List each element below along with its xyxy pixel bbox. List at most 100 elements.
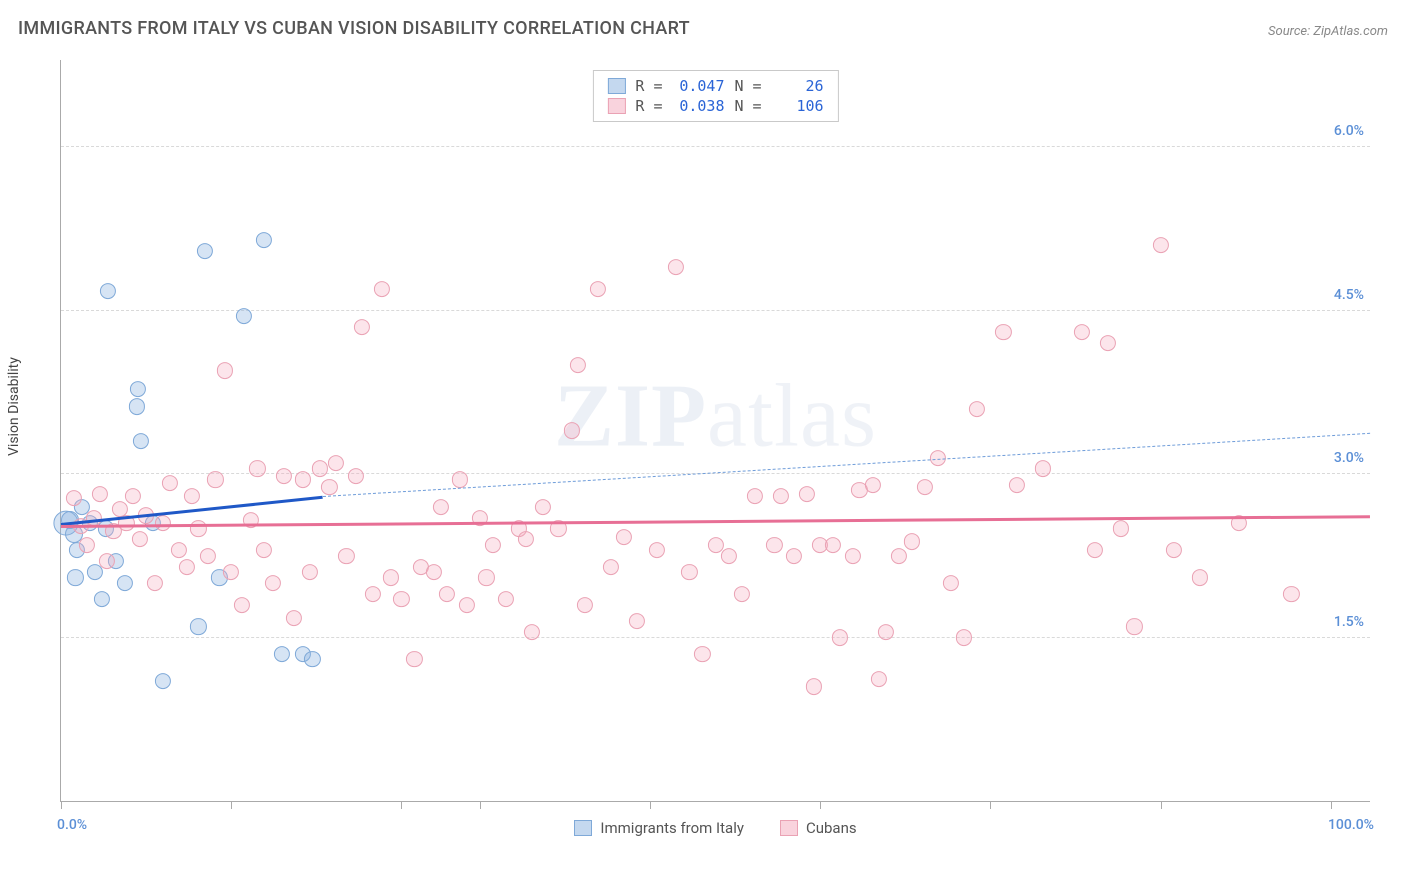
x-tick: [820, 801, 821, 809]
data-point: [917, 479, 933, 495]
y-axis-label: Vision Disability: [6, 357, 22, 456]
data-point: [825, 537, 841, 553]
data-point: [286, 610, 302, 626]
data-point: [117, 575, 133, 591]
data-point: [295, 471, 311, 487]
data-point: [393, 591, 409, 607]
data-point: [832, 629, 848, 645]
data-point: [1100, 335, 1116, 351]
data-point: [93, 591, 109, 607]
data-point: [184, 488, 200, 504]
data-point: [734, 586, 750, 602]
data-point: [364, 586, 380, 602]
data-point: [459, 597, 475, 613]
data-point: [265, 575, 281, 591]
data-point: [179, 559, 195, 575]
data-point: [498, 591, 514, 607]
data-point: [347, 468, 363, 484]
data-point: [694, 646, 710, 662]
x-tick: [1161, 801, 1162, 809]
data-point: [452, 471, 468, 487]
data-point: [1192, 570, 1208, 586]
data-point: [806, 679, 822, 695]
source-credit: Source: ZipAtlas.com: [1268, 24, 1388, 39]
data-point: [1166, 542, 1182, 558]
data-point: [577, 597, 593, 613]
chart-title: IMMIGRANTS FROM ITALY VS CUBAN VISION DI…: [18, 18, 690, 39]
data-point: [162, 475, 178, 491]
data-point: [1126, 619, 1142, 635]
data-point: [256, 232, 272, 248]
data-point: [354, 319, 370, 335]
legend-series: Immigrants from Italy Cubans: [61, 819, 1370, 837]
data-point: [845, 548, 861, 564]
y-tick-label: 1.5%: [1334, 614, 1364, 630]
data-point: [79, 537, 95, 553]
data-point: [891, 548, 907, 564]
x-max-label: 100.0%: [1328, 817, 1374, 833]
n-value: 106: [772, 97, 824, 115]
legend-item: Immigrants from Italy: [574, 819, 744, 837]
data-point: [200, 548, 216, 564]
data-point: [234, 597, 250, 613]
data-point: [236, 308, 252, 324]
data-point: [197, 243, 213, 259]
gridline: [61, 310, 1370, 311]
watermark: ZIPatlas: [554, 364, 877, 467]
data-point: [67, 570, 83, 586]
x-tick: [480, 801, 481, 809]
data-point: [535, 499, 551, 515]
data-point: [943, 575, 959, 591]
data-point: [217, 362, 233, 378]
legend-item: Cubans: [780, 819, 857, 837]
y-tick-label: 3.0%: [1334, 450, 1364, 466]
data-point: [878, 624, 894, 640]
gridline: [61, 146, 1370, 147]
data-point: [1074, 324, 1090, 340]
data-point: [374, 281, 390, 297]
data-point: [302, 564, 318, 580]
data-point: [590, 281, 606, 297]
data-point: [155, 515, 171, 531]
legend-swatch-icon: [607, 78, 625, 94]
legend-stat-row: R =0.038N =106: [607, 97, 823, 115]
data-point: [321, 479, 337, 495]
y-tick-label: 4.5%: [1334, 287, 1364, 303]
x-tick: [61, 801, 62, 809]
x-min-label: 0.0%: [57, 817, 87, 833]
r-label: R =: [635, 97, 662, 115]
data-point: [190, 520, 206, 536]
data-point: [171, 542, 187, 558]
data-point: [799, 486, 815, 502]
legend-swatch-icon: [780, 820, 798, 836]
data-point: [133, 433, 149, 449]
data-point: [485, 537, 501, 553]
data-point: [147, 575, 163, 591]
data-point: [312, 461, 328, 477]
x-tick: [401, 801, 402, 809]
legend-swatch-icon: [574, 820, 592, 836]
data-point: [681, 564, 697, 580]
data-point: [304, 651, 320, 667]
data-point: [338, 548, 354, 564]
r-label: R =: [635, 77, 662, 95]
data-point: [190, 619, 206, 635]
n-value: 26: [772, 77, 824, 95]
data-point: [864, 477, 880, 493]
x-tick: [650, 801, 651, 809]
data-point: [616, 529, 632, 545]
trend-line: [323, 433, 1370, 497]
x-tick: [1331, 801, 1332, 809]
header: IMMIGRANTS FROM ITALY VS CUBAN VISION DI…: [0, 0, 1406, 45]
data-point: [1087, 542, 1103, 558]
data-point: [274, 646, 290, 662]
y-tick-label: 6.0%: [1334, 123, 1364, 139]
data-point: [1283, 586, 1299, 602]
data-point: [1008, 477, 1024, 493]
legend-label: Cubans: [806, 819, 857, 837]
data-point: [1035, 461, 1051, 477]
plot-area: ZIPatlas R =0.047N =26R =0.038N =106 Imm…: [60, 60, 1370, 802]
data-point: [383, 570, 399, 586]
gridline: [61, 637, 1370, 638]
n-label: N =: [735, 97, 762, 115]
